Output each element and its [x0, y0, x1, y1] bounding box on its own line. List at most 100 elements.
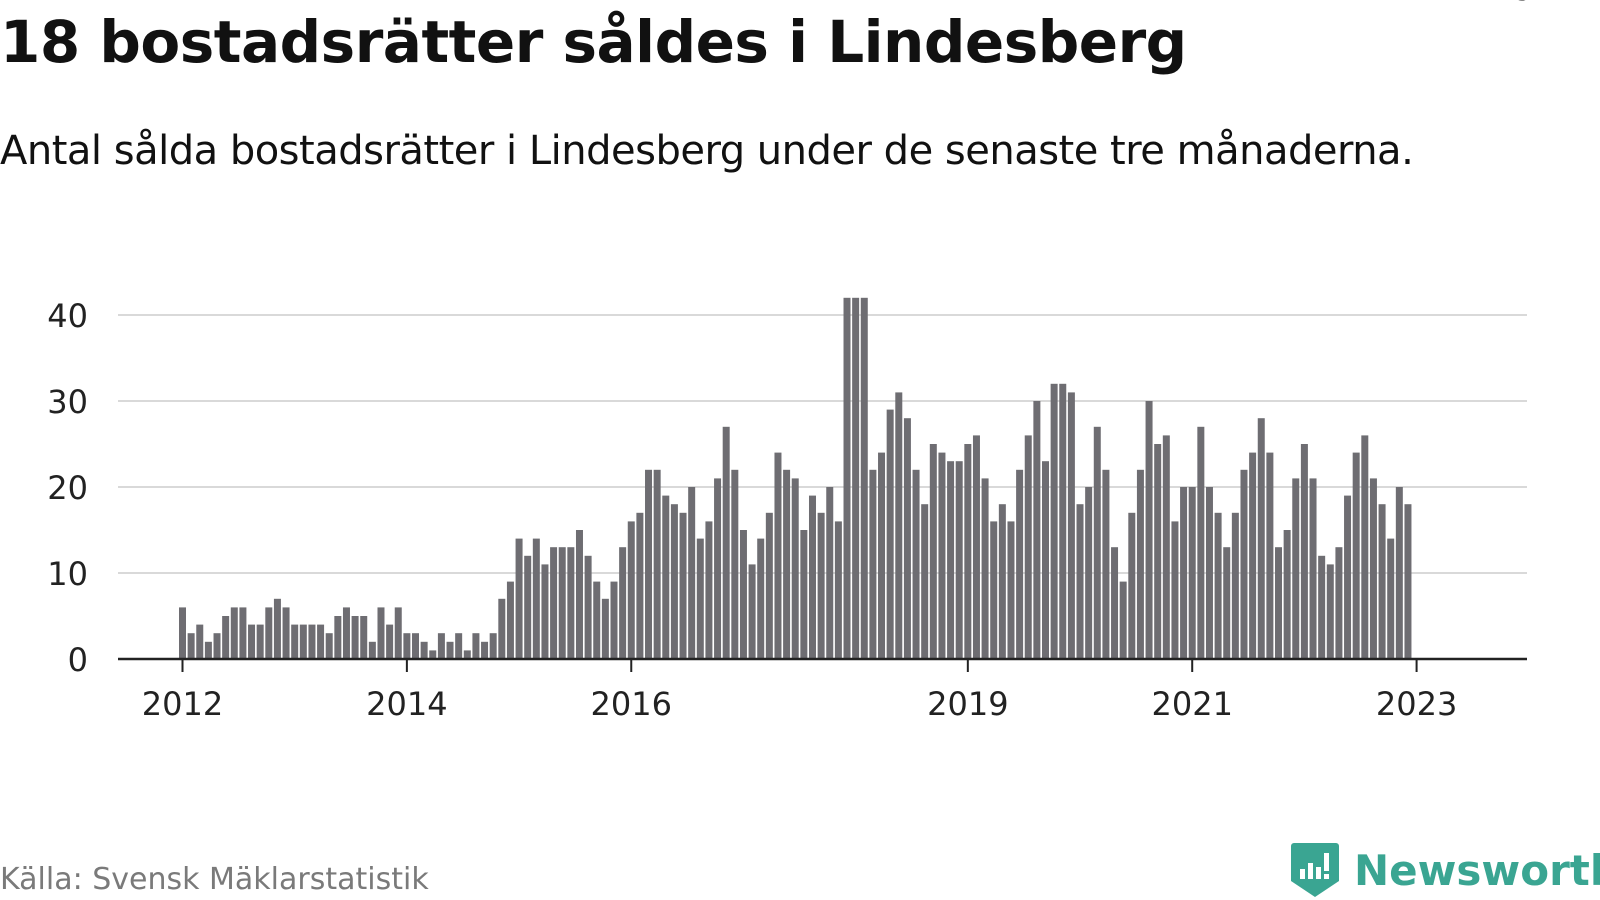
bar — [1128, 512, 1136, 659]
bar — [1024, 435, 1032, 659]
bar — [1223, 547, 1231, 659]
brand-name: Newsworthy — [1354, 845, 1600, 895]
bar — [334, 616, 342, 659]
bar — [869, 469, 877, 659]
bar — [1016, 469, 1024, 659]
bar — [308, 624, 316, 659]
source-note: Källa: Svensk Mäklarstatistik — [0, 862, 429, 897]
bar — [524, 555, 532, 659]
bar — [826, 487, 834, 659]
bar — [1214, 512, 1222, 659]
bar — [998, 504, 1006, 659]
bar — [265, 607, 273, 659]
bar — [955, 461, 963, 659]
bar — [506, 581, 514, 659]
bar — [256, 624, 264, 659]
bar — [291, 624, 299, 659]
bar — [1093, 426, 1101, 659]
bar — [1369, 478, 1377, 659]
bar — [808, 495, 816, 659]
bar — [688, 487, 696, 659]
bar — [981, 478, 989, 659]
bar — [938, 452, 946, 659]
bar — [731, 469, 739, 659]
bar — [921, 504, 929, 659]
bar — [248, 624, 256, 659]
bar — [541, 564, 549, 659]
bar — [757, 538, 765, 659]
bar — [972, 435, 980, 659]
bar — [1188, 487, 1196, 659]
bar — [1300, 444, 1308, 659]
bar — [498, 598, 506, 659]
bar — [627, 521, 635, 659]
y-tick-label: 20 — [47, 469, 88, 507]
bar — [550, 547, 558, 659]
x-axis-ticks: 2012 2014 2016 2019 2021 2023 — [142, 659, 1457, 723]
bar — [1119, 581, 1127, 659]
brand-logo[interactable]: Newsworthy — [1290, 840, 1600, 900]
bar — [1352, 452, 1360, 659]
bar — [860, 297, 868, 659]
bar — [196, 624, 204, 659]
chart-subtitle: Antal sålda bostadsrätter i Lindesberg u… — [0, 128, 1414, 174]
bar — [403, 633, 411, 659]
bar — [722, 426, 730, 659]
bar — [1205, 487, 1213, 659]
bar — [765, 512, 773, 659]
bar — [774, 452, 782, 659]
bar — [273, 598, 281, 659]
bar — [1318, 555, 1326, 659]
bar — [1145, 401, 1153, 659]
bar — [1275, 547, 1283, 659]
bar — [532, 538, 540, 659]
bar — [222, 616, 230, 659]
bar — [342, 607, 350, 659]
bar — [317, 624, 325, 659]
y-tick-label: 30 — [47, 383, 88, 421]
bar — [990, 521, 998, 659]
x-tick-label: 2019 — [927, 685, 1008, 723]
newsworthy-logo-icon — [1291, 843, 1339, 897]
bar — [895, 392, 903, 659]
bar — [351, 616, 359, 659]
bar — [947, 461, 955, 659]
bar — [1266, 452, 1274, 659]
bar — [1309, 478, 1317, 659]
bar — [179, 607, 186, 659]
bar — [575, 530, 583, 659]
y-axis-ticks: 0 10 20 30 40 — [47, 297, 88, 679]
bar — [1395, 487, 1403, 659]
bar — [1076, 504, 1084, 659]
bar — [1378, 504, 1386, 659]
bar — [437, 633, 445, 659]
x-tick-label: 2021 — [1151, 685, 1232, 723]
y-tick-label: 10 — [47, 555, 88, 593]
bar — [679, 512, 687, 659]
y-tick-label: 0 — [68, 641, 88, 679]
bar — [748, 564, 756, 659]
bar — [601, 598, 609, 659]
bar — [800, 530, 808, 659]
bar — [463, 650, 471, 659]
bars — [179, 297, 1412, 659]
bar — [1136, 469, 1144, 659]
bar — [446, 641, 454, 659]
bar — [1102, 469, 1110, 659]
bar — [472, 633, 480, 659]
bar — [705, 521, 713, 659]
bar — [903, 418, 911, 659]
bar — [204, 641, 212, 659]
bar — [912, 469, 920, 659]
bar — [843, 297, 851, 659]
bar — [1171, 521, 1179, 659]
bar — [817, 512, 825, 659]
bar — [1042, 461, 1049, 659]
bar — [1007, 521, 1015, 659]
bar — [619, 547, 627, 659]
bar — [1067, 392, 1075, 659]
bar — [670, 504, 678, 659]
bar — [1387, 538, 1395, 659]
bar — [1257, 418, 1265, 659]
